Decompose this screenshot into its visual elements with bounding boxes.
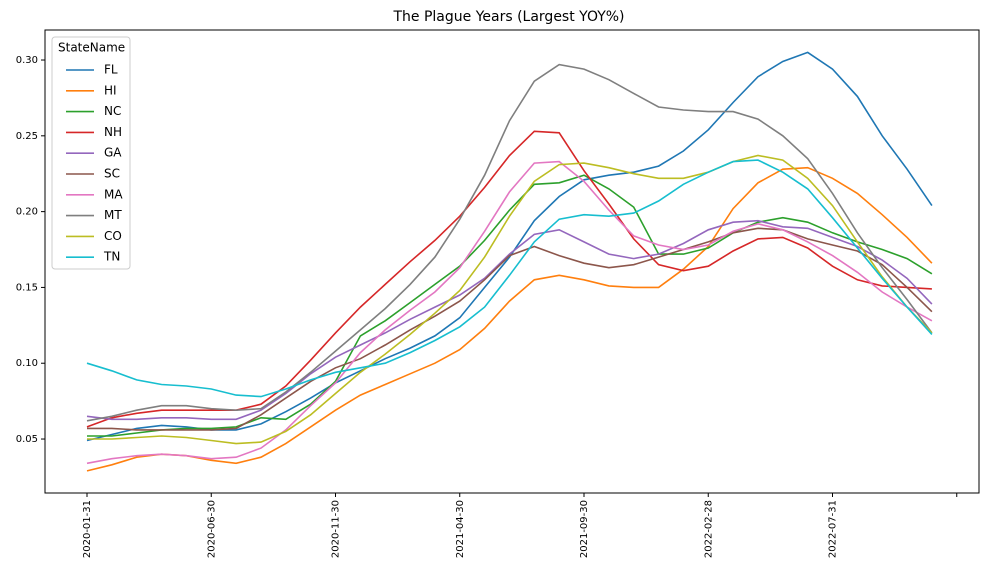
legend-label: NC [104, 104, 121, 118]
plot-frame [44, 29, 980, 494]
x-tick-label: 2020-06-30 [206, 500, 217, 558]
series-line [86, 160, 933, 465]
legend-label: TN [103, 250, 120, 264]
legend-label: MA [104, 187, 123, 201]
legend-label: SC [104, 167, 120, 181]
y-tick-label: 0.15 [16, 282, 38, 293]
chart-title: The Plague Years (Largest YOY%) [392, 9, 624, 25]
x-tick-label: 2022-07-31 [828, 500, 839, 558]
x-tick-label: 2020-01-31 [82, 500, 93, 558]
x-tick-label: 2021-04-30 [455, 500, 466, 558]
x-tick-label: 2020-11-30 [331, 500, 342, 558]
legend-label: GA [104, 146, 122, 160]
series-line [86, 51, 933, 442]
series-line [87, 227, 933, 431]
series-line [86, 159, 933, 398]
legend-label: NH [104, 125, 122, 139]
series-line [86, 219, 933, 421]
y-tick-label: 0.25 [16, 131, 38, 142]
x-tick-label: 2022-02-28 [703, 500, 714, 558]
series-line [86, 63, 933, 422]
legend-label: MT [104, 208, 122, 222]
y-tick-label: 0.20 [16, 207, 38, 218]
series-line [87, 154, 933, 445]
legend-label: CO [104, 229, 122, 243]
x-tick-label: 2021-09-30 [579, 500, 590, 558]
series-line [87, 174, 933, 437]
legend-label: FL [104, 63, 118, 77]
series-line [86, 166, 933, 472]
y-tick-label: 0.05 [16, 434, 38, 445]
y-tick-label: 0.30 [16, 55, 38, 66]
legend-title: StateName [58, 41, 125, 55]
legend-label: HI [104, 83, 117, 97]
y-tick-label: 0.10 [16, 358, 38, 369]
